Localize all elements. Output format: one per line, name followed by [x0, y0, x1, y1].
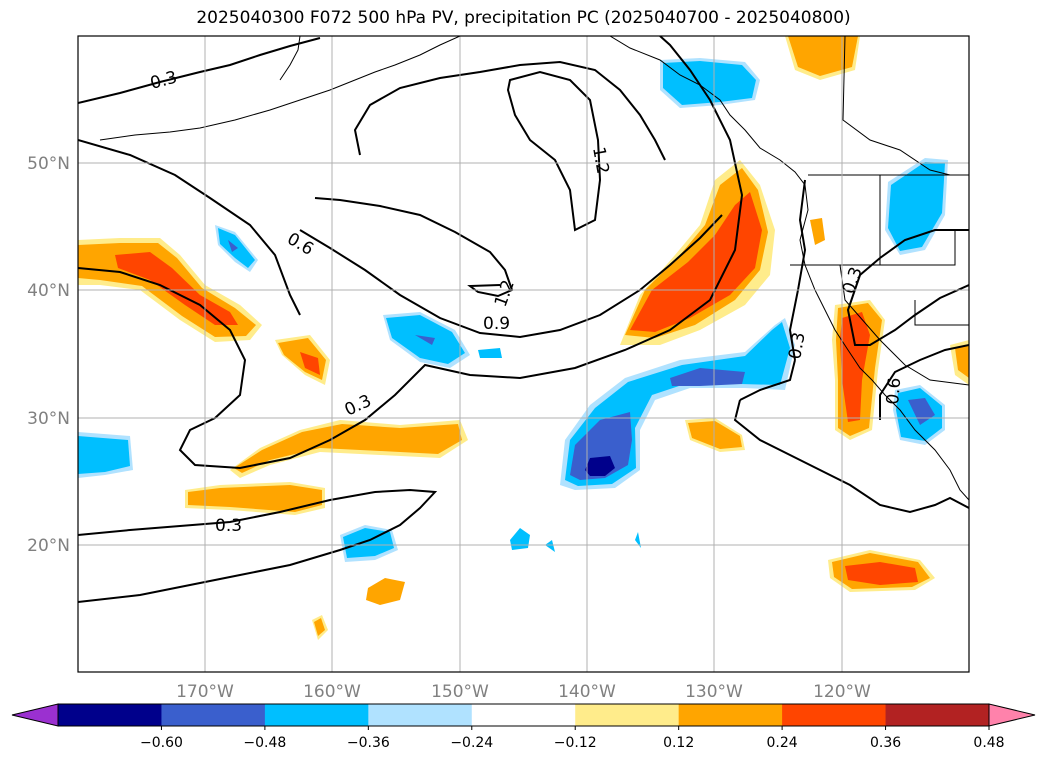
contour-label-7: 0.3	[215, 516, 242, 536]
precip-shading	[78, 36, 969, 640]
contour-label-10: 0.6	[883, 377, 905, 406]
colorbar-tick-label: 0.12	[663, 735, 694, 751]
colorbar-tick-label: −0.48	[243, 735, 286, 751]
colorbar-segment	[885, 704, 990, 726]
colorbar-tick-label: 0.36	[870, 735, 901, 751]
colorbar-segment	[678, 704, 783, 726]
contour-label-3: 1.2	[588, 145, 612, 175]
lon-label-150w: 150°W	[431, 682, 489, 702]
colorbar-segment	[575, 704, 680, 726]
colorbar-tick-label: −0.36	[347, 735, 390, 751]
lat-label-50n: 50°N	[27, 154, 70, 174]
colorbar-tick-label: −0.60	[140, 735, 183, 751]
colorbar-segment	[264, 704, 369, 726]
colorbar-frame	[57, 703, 990, 727]
lon-label-160w: 160°W	[303, 682, 361, 702]
lat-labels: 50°N 40°N 30°N 20°N	[27, 154, 70, 556]
map-panel	[78, 36, 969, 672]
gridlines	[78, 36, 969, 672]
colorbar-segment	[58, 704, 162, 726]
lon-label-170w: 170°W	[176, 682, 234, 702]
colorbar-tick-label: 0.24	[767, 735, 798, 751]
colorbar-tick-label: 0.48	[973, 735, 1004, 751]
lon-label-120w: 120°W	[813, 682, 871, 702]
contour-label-5: 0.9	[483, 314, 510, 334]
lat-label-40n: 40°N	[27, 281, 70, 301]
coastlines	[99, 36, 969, 501]
lat-label-30n: 30°N	[27, 409, 70, 429]
contour-label-8: 0.3	[785, 331, 809, 361]
pv-contours	[78, 36, 969, 603]
colorbar-segment	[782, 704, 887, 726]
colorbar-segment	[471, 704, 576, 726]
colorbar-extend-max	[988, 703, 1036, 727]
lon-label-140w: 140°W	[558, 682, 616, 702]
colorbar: −0.60 −0.48 −0.36 −0.24 −0.12 0.12 0.24 0.36 0.4…	[11, 703, 1036, 751]
lon-labels: 170°W 160°W 150°W 140°W 130°W 120°W	[176, 682, 871, 702]
colorbar-segment	[161, 704, 266, 726]
map-title: 2025040300 F072 500 hPa PV, precipitatio…	[196, 8, 851, 28]
colorbar-tick-label: −0.24	[450, 735, 493, 751]
colorbar-tick-label: −0.12	[554, 735, 597, 751]
lon-label-130w: 130°W	[685, 682, 743, 702]
lat-label-20n: 20°N	[27, 536, 70, 556]
map-frame	[77, 35, 970, 673]
colorbar-segment	[368, 704, 473, 726]
colorbar-extend-min	[11, 703, 59, 727]
